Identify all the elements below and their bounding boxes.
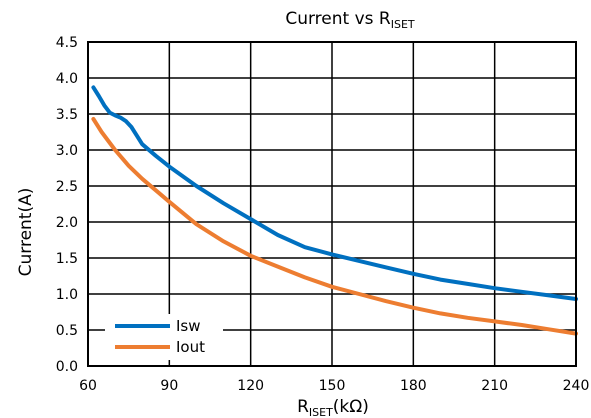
series-line-iout <box>91 117 578 336</box>
series-lines <box>91 85 578 336</box>
y-tick-label: 1.0 <box>56 287 78 303</box>
y-tick-label: 2.5 <box>56 179 78 195</box>
y-tick-label: 3.5 <box>56 107 78 123</box>
chart-title: Current vs RISET <box>285 9 415 31</box>
y-tick-label: 1.5 <box>56 251 78 267</box>
x-axis-ticks: 60 90 120 150 180 210 240 <box>79 378 589 394</box>
y-axis-ticks: 0.0 0.5 1.0 1.5 2.0 2.5 3.0 3.5 4.0 4.5 <box>56 35 78 375</box>
legend-isw-label: Isw <box>176 317 201 335</box>
legend: Isw Iout <box>105 314 223 360</box>
x-tick-label: 90 <box>160 378 178 394</box>
series-line-isw <box>91 85 578 301</box>
x-tick-label: 120 <box>237 378 264 394</box>
x-tick-label: 60 <box>79 378 97 394</box>
legend-background <box>105 314 223 360</box>
y-tick-label: 4.5 <box>56 35 78 51</box>
y-tick-label: 4.0 <box>56 71 78 87</box>
y-tick-label: 2.0 <box>56 215 78 231</box>
x-tick-label: 210 <box>481 378 508 394</box>
legend-iout-label: Iout <box>176 338 205 356</box>
y-axis-title: Current(A) <box>16 188 36 277</box>
y-tick-label: 0.0 <box>56 359 78 375</box>
x-axis-title: RISET(kΩ) <box>297 397 369 418</box>
x-tick-label: 180 <box>400 378 427 394</box>
x-tick-label: 150 <box>319 378 346 394</box>
x-tick-label: 240 <box>563 378 590 394</box>
plot-area-frame <box>87 41 577 367</box>
y-tick-label: 0.5 <box>56 323 78 339</box>
y-tick-label: 3.0 <box>56 143 78 159</box>
